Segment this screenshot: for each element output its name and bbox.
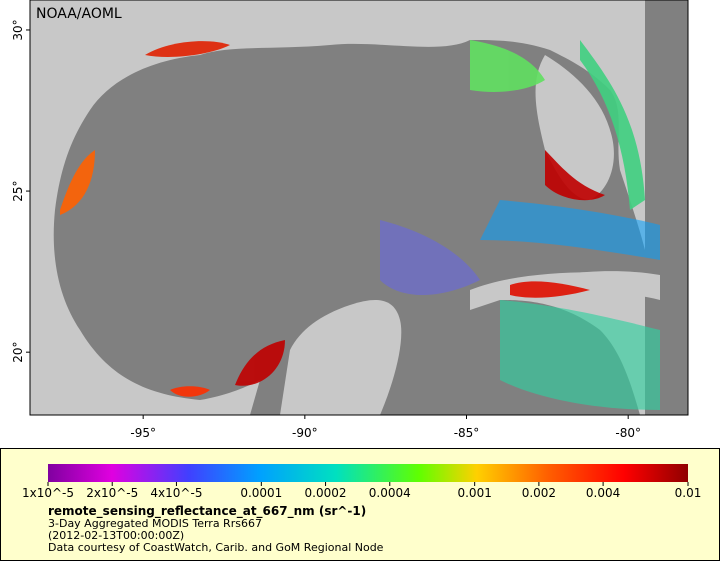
variable-name: remote_sensing_reflectance_at_667_nm (sr… xyxy=(48,504,366,519)
lat-tick-label: 25° xyxy=(11,180,25,201)
colorbar-tick-label: 0.0001 xyxy=(240,486,282,500)
colorbar-tick-label: 0.002 xyxy=(522,486,556,500)
description: 3-Day Aggregated MODIS Terra Rrs667 xyxy=(48,517,262,530)
colorbar-tick-label: 0.004 xyxy=(586,486,620,500)
lon-tick-label: -90° xyxy=(292,426,318,440)
colorbar-tick-label: 1x10^-5 xyxy=(22,486,74,500)
colorbar-tick-label: 2x10^-5 xyxy=(86,486,138,500)
credit: NOAA/AOML xyxy=(36,6,122,22)
lat-tick-label: 30° xyxy=(11,19,25,40)
lon-tick-label: -85° xyxy=(454,426,480,440)
lon-tick-label: -80° xyxy=(615,426,641,440)
map-image xyxy=(30,0,688,415)
time: (2012-02-13T00:00:00Z) xyxy=(48,529,184,542)
colorbar-tick-label: 0.001 xyxy=(457,486,491,500)
map-frame xyxy=(29,0,689,416)
lat-tick-label: 20° xyxy=(11,342,25,363)
source: Data courtesy of CoastWatch, Carib. and … xyxy=(48,541,384,554)
colorbar-tick-label: 0.0004 xyxy=(369,486,411,500)
colorbar-tick-label: 4x10^-5 xyxy=(150,486,202,500)
colorbar-tick-label: 0.0002 xyxy=(305,486,347,500)
colorbar xyxy=(48,464,688,482)
axes: 30° 25° 20° -95° -90° -85° -80° xyxy=(11,19,641,440)
colorbar-tick-label: 0.01 xyxy=(675,486,702,500)
lon-tick-label: -95° xyxy=(130,426,156,440)
colorbar-ticks: 1x10^-5 2x10^-5 4x10^-5 0.0001 0.0002 0.0004 0… xyxy=(22,482,701,500)
